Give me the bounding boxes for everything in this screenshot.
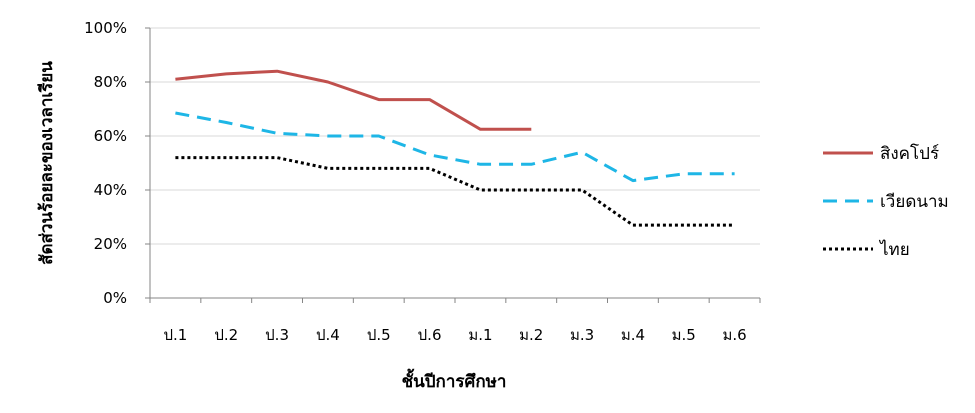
series-lines xyxy=(175,69,735,227)
y-tick-label: 0% xyxy=(103,289,127,307)
x-tick-label: ม.5 xyxy=(672,326,696,344)
y-axis-ticks: 0% 20% 40% 60% 80% 100% xyxy=(84,19,150,307)
y-axis-label: สัดส่วนร้อยละของเวลาเรียน xyxy=(36,61,57,265)
gridlines xyxy=(150,27,760,245)
x-tick-label: ม.6 xyxy=(722,326,746,344)
y-tick-label: 20% xyxy=(94,235,127,253)
x-axis-label: ชั้นปีการศึกษา xyxy=(402,368,507,392)
x-tick-label: ป.5 xyxy=(367,326,391,344)
legend-label: สิงคโปร์ xyxy=(880,143,939,164)
legend-label: เวียดนาม xyxy=(880,192,949,212)
x-tick-label: ม.2 xyxy=(519,326,543,344)
series-line-0 xyxy=(175,69,532,131)
x-tick-label: ป.6 xyxy=(418,326,442,344)
axes xyxy=(149,28,760,299)
x-axis-ticks: ป.1 ป.2 ป.3 ป.4 ป.5 ป.6 ม.1 ม.2 ม.3 ม.4 ม.5 ม.6 xyxy=(149,298,761,344)
x-tick-label: ม.3 xyxy=(570,326,594,344)
y-tick-label: 60% xyxy=(94,127,127,145)
x-tick-label: ม.1 xyxy=(468,326,492,344)
x-tick-label: ม.4 xyxy=(621,326,645,344)
y-tick-label: 40% xyxy=(94,181,127,199)
legend-label: ไทย xyxy=(878,239,910,260)
y-tick-label: 100% xyxy=(84,19,127,37)
x-tick-label: ป.1 xyxy=(163,326,187,344)
x-tick-label: ป.2 xyxy=(214,326,238,344)
y-tick-label: 80% xyxy=(94,73,127,91)
x-tick-label: ป.4 xyxy=(316,326,340,344)
series-line-1 xyxy=(175,111,735,183)
x-tick-label: ป.3 xyxy=(265,326,289,344)
series-line-2 xyxy=(175,156,735,227)
